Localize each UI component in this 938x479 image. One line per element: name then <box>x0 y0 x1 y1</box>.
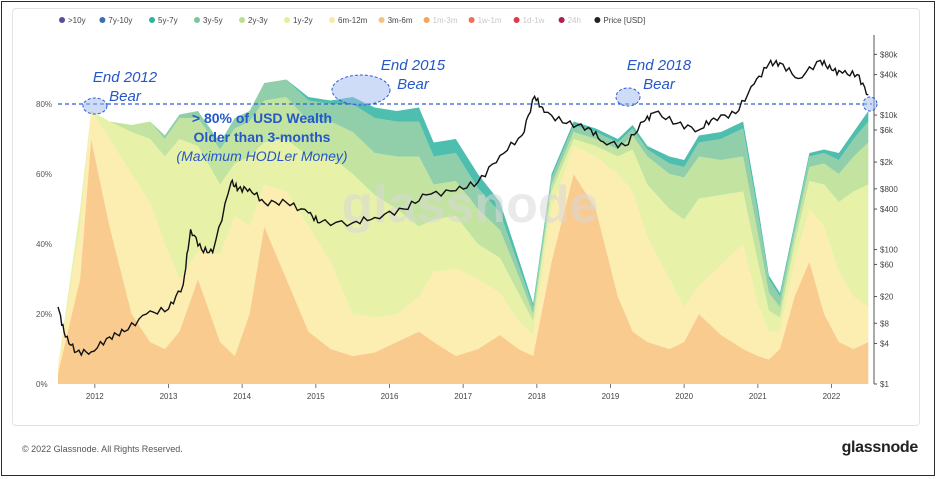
legend-label: 3m-6m <box>388 16 413 25</box>
legend-label: 1y-2y <box>293 16 313 25</box>
x-tick-label: 2013 <box>160 392 178 401</box>
x-tick-label: 2021 <box>749 392 767 401</box>
area-1y-2y <box>58 111 869 367</box>
annotation-2015-line1: End 2015 <box>381 57 446 74</box>
legend-label: 24h <box>568 16 581 25</box>
y-left-tick-label: 20% <box>36 310 52 319</box>
legend-swatch <box>149 17 155 23</box>
annotation-2012-line1: End 2012 <box>93 69 158 86</box>
legend-label: 1w-1m <box>478 16 502 25</box>
legend-item[interactable]: 24h <box>558 16 581 25</box>
y-right-tick-label: $400 <box>880 205 898 214</box>
hodl-title-line1: > 80% of USD Wealth <box>192 110 332 126</box>
x-tick-label: 2018 <box>528 392 546 401</box>
legend-label: Price [USD] <box>603 16 645 25</box>
legend-item[interactable]: 7y-10y <box>99 16 132 25</box>
x-tick-label: 2016 <box>381 392 399 401</box>
y-right-tick-label: $6k <box>880 126 894 135</box>
annotation-2015-line2: Bear <box>397 76 430 93</box>
x-tick-label: 2014 <box>233 392 251 401</box>
legend-item[interactable]: 1m-3m <box>423 16 458 25</box>
legend-swatch <box>329 17 335 23</box>
axes: 2012 2013 2014 2015 2016 2017 2018 2019 2020 2021… <box>36 35 898 401</box>
legend-item[interactable]: 6m-12m <box>329 16 368 25</box>
legend-item[interactable]: >10y <box>59 16 86 25</box>
legend-swatch <box>423 17 430 23</box>
annotation-2018-line1: End 2018 <box>627 57 692 74</box>
x-tick-label: 2015 <box>307 392 325 401</box>
x-tick-label: 2022 <box>823 392 841 401</box>
x-tick-label: 2012 <box>86 392 104 401</box>
legend-item[interactable]: 2y-3y <box>239 16 268 25</box>
highlight-2018 <box>615 87 641 107</box>
legend-item[interactable]: 1y-2y <box>284 16 313 25</box>
x-tick-label: 2019 <box>602 392 620 401</box>
y-right-tick-label: $1 <box>880 380 889 389</box>
legend-item[interactable]: 5y-7y <box>149 16 178 25</box>
y-left-tick-label: 0% <box>36 380 48 389</box>
legend-swatch <box>594 17 601 23</box>
legend-label: >10y <box>68 16 86 25</box>
legend-swatch <box>99 17 106 23</box>
legend-label: 2y-3y <box>248 16 268 25</box>
y-right-tick-label: $60 <box>880 260 894 269</box>
copyright: © 2022 Glassnode. All Rights Reserved. <box>22 444 183 454</box>
price-line <box>57 58 869 357</box>
y-right-tick-label: $2k <box>880 158 894 167</box>
legend-item[interactable]: 1w-1m <box>468 16 502 25</box>
legend-swatch <box>513 17 520 23</box>
y-right-tick-label: $80k <box>880 50 898 59</box>
y-left-tick-label: 80% <box>36 100 52 109</box>
legend-label: 1d-1w <box>523 16 545 25</box>
legend-item[interactable]: 3y-5y <box>194 16 223 25</box>
y-left-tick-label: 40% <box>36 240 52 249</box>
highlight-2022 <box>862 96 878 112</box>
legend-item[interactable]: 3m-6m <box>378 16 413 25</box>
chart-legend: >10y 7y-10y 5y-7y 3y-5y 2y-3y 1y-2y 6m-12m 3m-6… <box>59 16 645 25</box>
watermark: glassnode <box>341 176 598 234</box>
y-right-tick-label: $8 <box>880 319 889 328</box>
legend-swatch <box>59 17 65 23</box>
glassnode-logo[interactable]: glassnode <box>841 439 919 456</box>
x-tick-label: 2020 <box>675 392 693 401</box>
annotation-2018-line2: Bear <box>643 76 676 93</box>
legend-swatch <box>558 17 565 23</box>
legend-label: 6m-12m <box>338 16 368 25</box>
legend-swatch <box>468 17 475 23</box>
area-3m-6m <box>58 139 869 384</box>
x-tick-label: 2017 <box>454 392 472 401</box>
legend-item[interactable]: Price [USD] <box>594 16 645 25</box>
y-right-tick-label: $40k <box>880 71 898 80</box>
legend-label: 7y-10y <box>108 16 132 25</box>
area-6m-12m <box>58 111 869 374</box>
hodl-subtitle: (Maximum HODLer Money) <box>176 148 347 164</box>
legend-label: 3y-5y <box>203 16 223 25</box>
y-right-tick-label: $800 <box>880 185 898 194</box>
legend-label: 1m-3m <box>433 16 458 25</box>
y-right-tick-label: $10k <box>880 111 898 120</box>
y-right-tick-label: $4 <box>880 340 889 349</box>
y-left-tick-label: 60% <box>36 170 52 179</box>
legend-swatch <box>284 17 290 23</box>
chart-panel <box>12 8 920 426</box>
legend-item[interactable]: 1d-1w <box>513 16 545 25</box>
annotation-2012-line2: Bear <box>109 88 142 105</box>
legend-label: 5y-7y <box>158 16 178 25</box>
stacked-areas <box>58 79 869 384</box>
highlight-2012 <box>82 97 108 115</box>
legend-swatch <box>194 17 200 23</box>
highlight-2015 <box>331 74 391 106</box>
area-2y-3y <box>58 97 869 367</box>
hodl-title-line2: Older than 3-months <box>194 129 331 145</box>
legend-swatch <box>378 17 385 23</box>
legend-swatch <box>239 17 245 23</box>
y-right-tick-label: $20 <box>880 293 894 302</box>
y-right-tick-label: $100 <box>880 246 898 255</box>
